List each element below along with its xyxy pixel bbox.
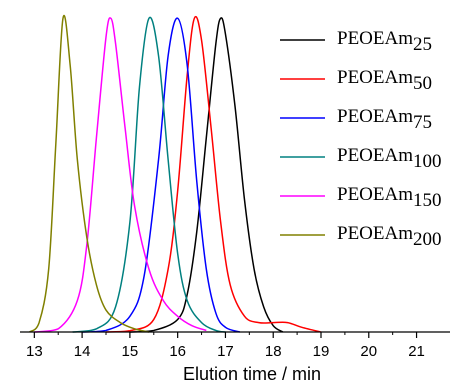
- x-axis-title: Elution time / min: [183, 364, 321, 384]
- x-tick-label: 17: [217, 343, 234, 360]
- legend-label: PEOEAm200: [337, 223, 442, 250]
- series-line: [82, 17, 241, 333]
- legend-label: PEOEAm50: [337, 67, 432, 94]
- x-tick-label: 19: [313, 343, 330, 360]
- x-tick-label: 21: [408, 343, 425, 360]
- x-tick-label: 13: [26, 343, 43, 360]
- series-line: [72, 16, 226, 333]
- x-tick-label: 20: [360, 343, 377, 360]
- x-tick-label: 14: [74, 343, 91, 360]
- series-line: [105, 15, 322, 333]
- series-line: [129, 17, 284, 333]
- legend-label: PEOEAm25: [337, 28, 432, 55]
- legend: PEOEAm25 PEOEAm50 PEOEAm75 PEOEAm100 PEOEAm1…: [280, 28, 442, 250]
- x-tick-label: 15: [122, 343, 139, 360]
- x-tick-label: 16: [169, 343, 186, 360]
- series-line: [34, 17, 207, 333]
- legend-label: PEOEAm75: [337, 106, 432, 133]
- x-tick-label: 18: [265, 343, 282, 360]
- legend-label: PEOEAm150: [337, 184, 442, 211]
- legend-label: PEOEAm100: [337, 145, 442, 172]
- plot-area: [29, 14, 322, 333]
- series-line: [29, 14, 150, 333]
- x-axis: 13 14 15 16 17 18 19 20 21: [20, 331, 450, 360]
